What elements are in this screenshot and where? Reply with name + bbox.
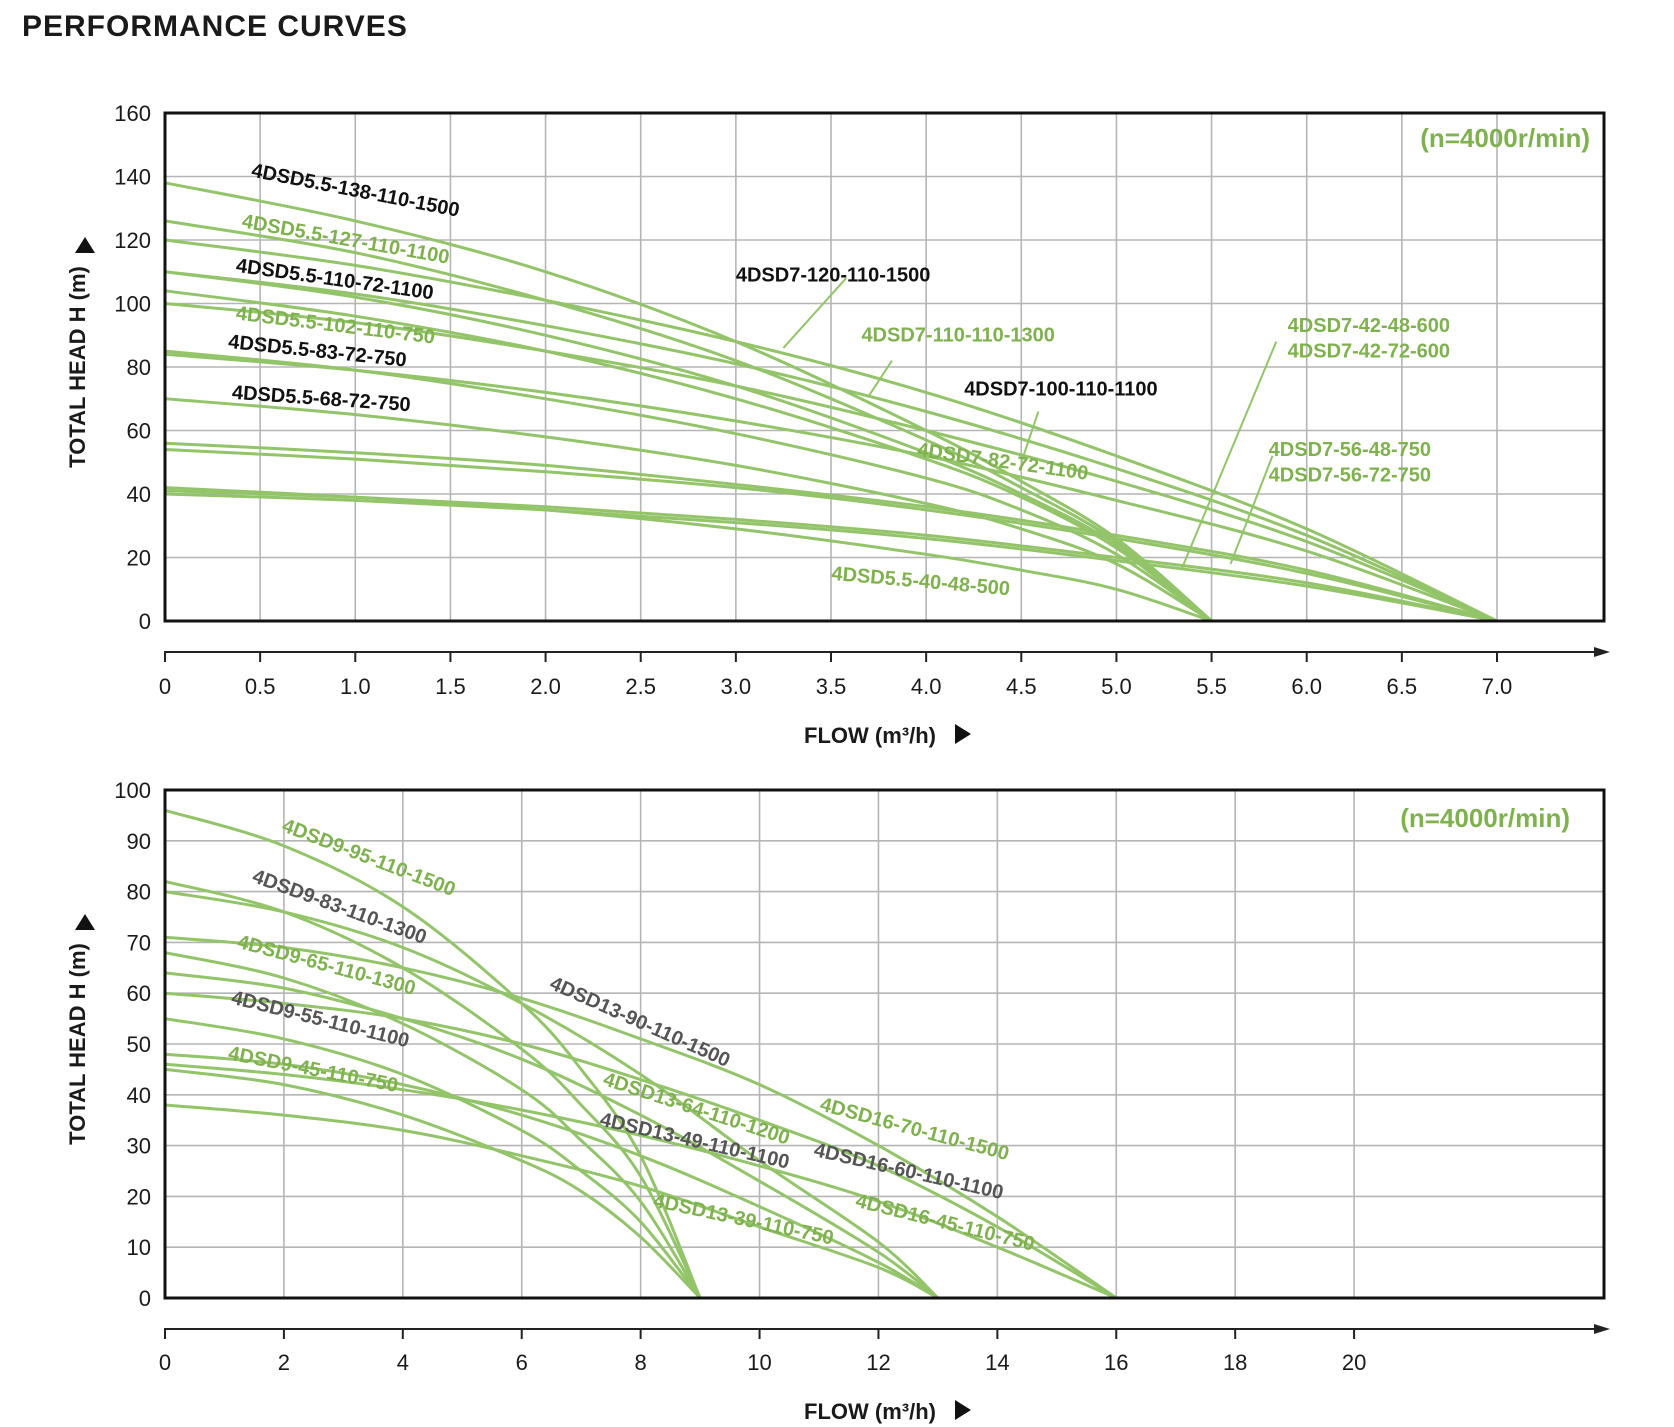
series-line	[164, 448, 1498, 623]
series-line	[164, 489, 1498, 623]
speed-label: (n=4000r/min)	[1420, 123, 1590, 153]
y-tick-label: 60	[127, 981, 151, 1006]
y-tick-label: 30	[127, 1134, 151, 1159]
y-tick-label: 100	[114, 778, 151, 803]
y-tick-label: 70	[127, 930, 151, 955]
x-axis-arrow-icon	[1594, 1324, 1610, 1334]
x-tick-label: 5.5	[1196, 674, 1227, 699]
leader-line	[868, 360, 893, 397]
series-label: 4DSD7-100-110-1100	[964, 379, 1157, 401]
x-tick-label: 2.0	[530, 674, 561, 699]
x-tick-label: 14	[985, 1350, 1009, 1375]
series-line	[164, 935, 1118, 1300]
series-line	[164, 352, 1498, 623]
x-tick-label: 6.0	[1291, 674, 1322, 699]
x-tick-label: 16	[1104, 1350, 1128, 1375]
series-label: 4DSD7-42-48-600	[1288, 315, 1450, 337]
x-tick-label: 0.5	[245, 674, 276, 699]
x-tick-label: 3.5	[816, 674, 847, 699]
y-tick-label: 50	[127, 1032, 151, 1057]
y-tick-label: 100	[114, 292, 151, 317]
y-tick-label: 0	[139, 1286, 151, 1311]
x-tick-label: 3.0	[721, 674, 752, 699]
flow-arrow-icon	[955, 1400, 971, 1420]
series-line	[164, 971, 939, 1300]
speed-label: (n=4000r/min)	[1400, 803, 1570, 833]
x-axis-arrow-icon	[1594, 647, 1610, 657]
plot-frame	[163, 788, 1606, 1300]
y-tick-label: 80	[127, 880, 151, 905]
series-line	[164, 492, 1498, 623]
series-line	[164, 1052, 939, 1300]
x-tick-label: 5.0	[1101, 674, 1132, 699]
x-tick-label: 0	[159, 674, 171, 699]
y-tick-label: 80	[127, 355, 151, 380]
head-arrow-icon	[75, 237, 95, 253]
y-tick-label: 120	[114, 228, 151, 253]
x-tick-label: 10	[747, 1350, 771, 1375]
series-label: 4DSD7-120-110-1500	[736, 264, 931, 286]
plot-frame	[163, 111, 1606, 623]
series-line	[164, 1103, 939, 1300]
y-tick-label: 60	[127, 419, 151, 444]
flow-arrow-icon	[955, 724, 971, 744]
y-tick-label: 40	[127, 1083, 151, 1108]
x-tick-label: 7.0	[1482, 674, 1513, 699]
y-tick-label: 10	[127, 1235, 151, 1260]
x-tick-label: 2	[278, 1350, 290, 1375]
series-line	[164, 951, 702, 1299]
leader-line	[782, 277, 847, 349]
y-tick-label: 0	[139, 609, 151, 634]
y-axis-title: TOTAL HEAD H (m)	[65, 943, 90, 1145]
x-tick-label: 8	[635, 1350, 647, 1375]
x-tick-label: 1.0	[340, 674, 371, 699]
series-label: 4DSD5.5-40-48-500	[831, 563, 1011, 601]
leader-line	[1229, 455, 1274, 565]
page-title: PERFORMANCE CURVES	[22, 10, 408, 43]
x-tick-label: 6.5	[1387, 674, 1418, 699]
x-tick-label: 18	[1223, 1350, 1247, 1375]
leader-line	[1180, 341, 1278, 571]
series-line	[164, 302, 1498, 623]
x-axis-title: FLOW (m³/h)	[804, 1399, 936, 1424]
series-label: 4DSD9-45-110-750	[226, 1043, 399, 1097]
x-axis-title: FLOW (m³/h)	[804, 723, 936, 748]
x-tick-label: 2.5	[625, 674, 656, 699]
series-label: 4DSD7-42-72-600	[1288, 340, 1450, 362]
x-tick-label: 1.5	[435, 674, 466, 699]
chart-1: 0 20 40 60 80 100 120 140 160 (n=4000r/min) 0 0.5 1.…	[65, 101, 1610, 748]
x-tick-label: 12	[866, 1350, 890, 1375]
head-arrow-icon	[75, 914, 95, 930]
x-tick-label: 0	[159, 1350, 171, 1375]
x-tick-label: 4.0	[911, 674, 942, 699]
series-line	[164, 219, 1213, 623]
series-line	[164, 991, 1118, 1300]
x-tick-label: 6	[516, 1350, 528, 1375]
y-tick-label: 40	[127, 482, 151, 507]
series-label: 4DSD7-56-48-750	[1269, 439, 1431, 461]
x-tick-label: 4	[397, 1350, 409, 1375]
x-tick-label: 20	[1342, 1350, 1366, 1375]
y-tick-label: 20	[127, 546, 151, 571]
series-label: 4DSD13-90-110-1500	[546, 973, 733, 1072]
leader-line	[1020, 411, 1040, 463]
y-tick-label: 140	[114, 165, 151, 190]
chart-2: 0 10 20 30 40 50 60 70 80 90 100 (n=4000r/min) 0 2 4 6 8…	[65, 778, 1610, 1424]
series-line	[164, 1062, 1117, 1300]
x-tick-label: 4.5	[1006, 674, 1037, 699]
y-tick-label: 90	[127, 829, 151, 854]
series-line	[164, 238, 1498, 623]
series-label: 4DSD7-56-72-750	[1269, 464, 1431, 486]
series-line	[164, 890, 939, 1300]
series-line	[164, 181, 1213, 623]
series-line	[164, 270, 1498, 623]
y-tick-label: 160	[114, 101, 151, 126]
y-tick-label: 20	[127, 1184, 151, 1209]
series-line	[164, 397, 1213, 623]
series-line	[164, 1017, 702, 1299]
series-label: 4DSD7-110-110-1300	[861, 325, 1054, 347]
series-line	[164, 441, 1498, 623]
y-axis-title: TOTAL HEAD H (m)	[65, 266, 90, 468]
